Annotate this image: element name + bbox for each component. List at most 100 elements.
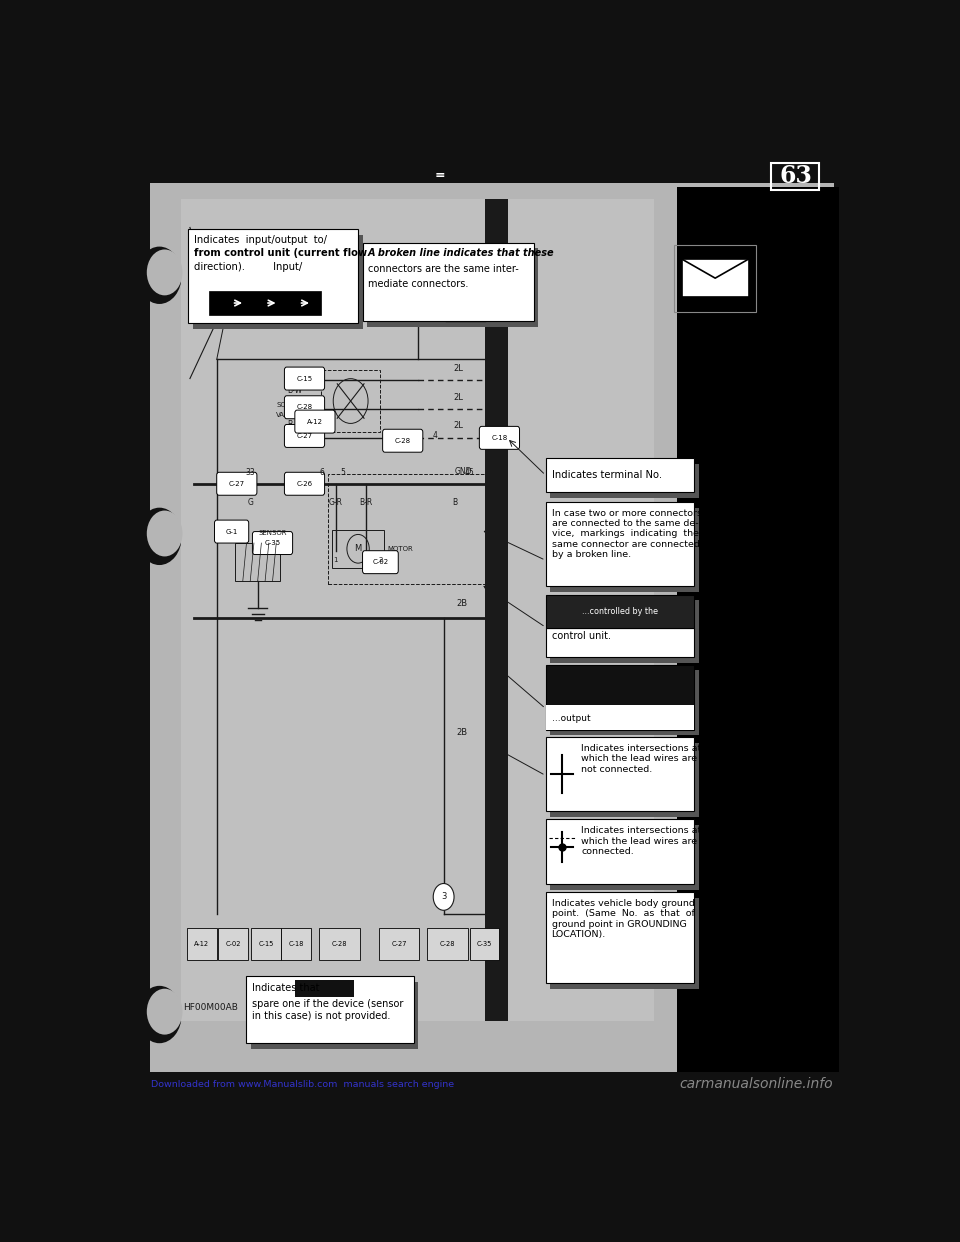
Bar (319, 928, 360, 960)
Bar (251, 982, 419, 1049)
Bar (545, 892, 694, 982)
Text: C-28: C-28 (440, 940, 455, 946)
Text: 2L: 2L (453, 421, 464, 430)
Text: 2: 2 (319, 374, 324, 383)
Circle shape (137, 247, 181, 304)
Text: 2B: 2B (457, 728, 468, 737)
Text: VALVE: VALVE (276, 412, 298, 417)
FancyBboxPatch shape (295, 410, 335, 433)
Text: 33: 33 (246, 468, 255, 477)
Bar (332, 529, 384, 568)
Text: 2L: 2L (453, 364, 464, 373)
Text: C-26: C-26 (297, 481, 313, 487)
Text: C-28: C-28 (395, 437, 411, 443)
Bar (771, 164, 819, 190)
Text: GND: GND (455, 467, 472, 476)
Text: SOLENOID: SOLENOID (276, 402, 312, 409)
Text: C-15: C-15 (297, 375, 313, 381)
Text: 63: 63 (780, 164, 812, 188)
FancyBboxPatch shape (363, 550, 398, 574)
Text: B-W: B-W (287, 385, 302, 395)
Text: B-W: B-W (287, 369, 302, 379)
FancyBboxPatch shape (479, 426, 519, 450)
Text: A-12: A-12 (307, 419, 323, 425)
Bar (550, 508, 699, 592)
Bar (427, 928, 468, 960)
Text: B: B (452, 498, 457, 508)
FancyBboxPatch shape (284, 472, 324, 496)
Text: 2B: 2B (457, 599, 468, 607)
Bar (181, 199, 654, 1021)
Text: 42: 42 (409, 438, 419, 447)
Bar (251, 928, 280, 960)
Bar (188, 230, 358, 323)
Text: B-R: B-R (359, 498, 372, 508)
Text: C-27: C-27 (297, 433, 313, 438)
Bar (545, 595, 694, 628)
Bar (550, 671, 699, 735)
Text: Indicates  input/output  to/: Indicates input/output to/ (194, 235, 327, 245)
Bar (281, 928, 311, 960)
Text: mediate connectors.: mediate connectors. (368, 279, 468, 289)
Bar (682, 260, 749, 297)
Text: A broken line indicates that these: A broken line indicates that these (368, 248, 554, 258)
Circle shape (137, 508, 181, 565)
Bar (235, 543, 280, 581)
Bar (485, 199, 509, 1021)
Text: IGNITION
SWITCH(G1): IGNITION SWITCH(G1) (391, 294, 437, 313)
Text: RESISTOR: RESISTOR (499, 314, 538, 323)
Text: B-L: B-L (287, 436, 300, 445)
Text: control unit.: control unit. (551, 631, 611, 641)
FancyBboxPatch shape (217, 472, 257, 496)
Text: =: = (435, 169, 445, 183)
Bar (545, 502, 694, 586)
Circle shape (433, 883, 454, 910)
Bar (550, 898, 699, 989)
FancyBboxPatch shape (214, 520, 249, 543)
FancyBboxPatch shape (252, 532, 293, 554)
Text: G-R: G-R (328, 498, 343, 508)
Text: C-02: C-02 (226, 940, 241, 946)
Text: Indicates that: Indicates that (252, 982, 320, 992)
Bar (321, 370, 380, 432)
Bar (363, 242, 534, 322)
Bar (469, 928, 499, 960)
Text: C-28: C-28 (332, 940, 348, 946)
Circle shape (147, 510, 182, 556)
Text: HF00M00AB: HF00M00AB (183, 1004, 238, 1012)
Text: A-12: A-12 (194, 940, 209, 946)
Bar (209, 291, 321, 315)
Text: C-28: C-28 (297, 404, 313, 410)
Text: M: M (354, 544, 362, 553)
Bar (187, 928, 217, 960)
Text: Indicates intersections at
which the lead wires are
not connected.: Indicates intersections at which the lea… (581, 744, 702, 774)
Bar (550, 743, 699, 816)
Text: 2L: 2L (453, 392, 464, 401)
Circle shape (137, 986, 181, 1043)
Bar (378, 928, 420, 960)
FancyBboxPatch shape (383, 430, 422, 452)
FancyBboxPatch shape (284, 368, 324, 390)
Text: 4: 4 (432, 431, 437, 441)
Bar (677, 188, 839, 1072)
Text: 45: 45 (465, 468, 474, 477)
Text: ECU: ECU (491, 467, 506, 476)
Text: C-27: C-27 (228, 481, 245, 487)
Text: 1: 1 (319, 402, 324, 412)
Text: G: G (248, 498, 253, 508)
Bar (545, 628, 694, 657)
FancyBboxPatch shape (284, 396, 324, 419)
Bar (550, 463, 699, 498)
Text: spare one if the device (sensor
in this case) is not provided.: spare one if the device (sensor in this … (252, 1000, 404, 1021)
Text: from control unit (current flow: from control unit (current flow (194, 248, 368, 258)
Text: direction).         Input/: direction). Input/ (194, 262, 302, 272)
Text: 5: 5 (341, 468, 346, 477)
Text: In case two or more connectors
are connected to the same de-
vice,  markings  in: In case two or more connectors are conne… (551, 509, 702, 559)
Text: G-1: G-1 (226, 529, 238, 534)
Text: 3: 3 (319, 430, 324, 438)
Text: 2: 2 (378, 558, 383, 564)
Text: Indicates intersections at
which the lead wires are
connected.: Indicates intersections at which the lea… (581, 826, 702, 856)
Text: C-35: C-35 (264, 540, 280, 546)
Text: connectors are the same inter-: connectors are the same inter- (368, 263, 518, 273)
Text: C-18: C-18 (492, 435, 508, 441)
